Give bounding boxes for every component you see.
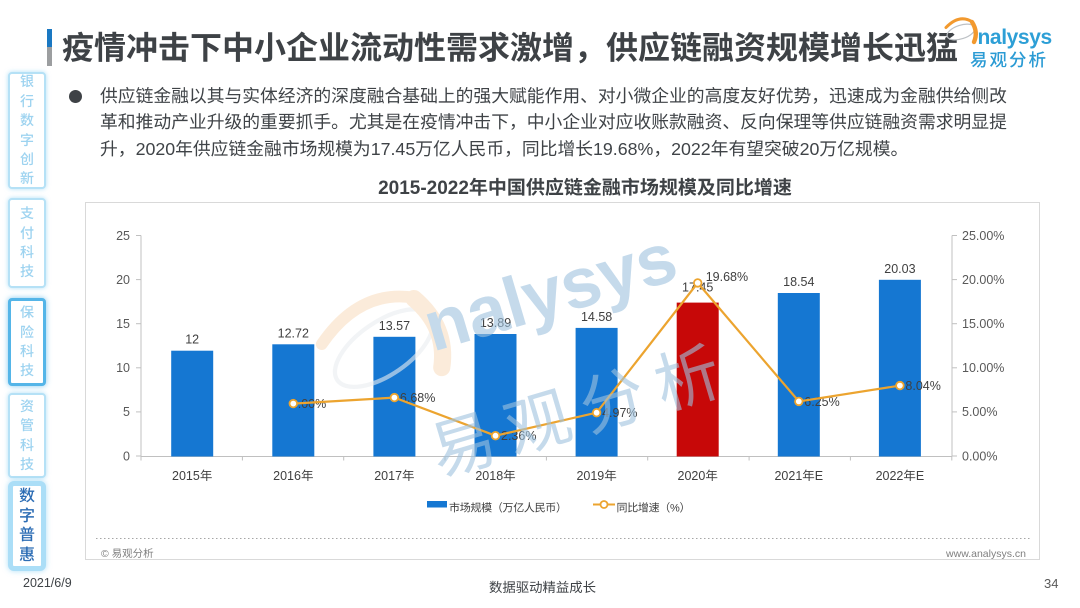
svg-text:4.97%: 4.97%	[602, 406, 637, 420]
svg-text:市场规模（万亿人民币）: 市场规模（万亿人民币）	[449, 502, 567, 515]
svg-text:10.00%: 10.00%	[962, 361, 1004, 375]
svg-text:5: 5	[123, 405, 130, 419]
svg-text:15.00%: 15.00%	[962, 317, 1004, 331]
svg-text:20.03: 20.03	[884, 262, 915, 276]
svg-text:20: 20	[116, 273, 130, 287]
svg-text:同比增速（%）: 同比增速（%）	[617, 502, 691, 515]
svg-text:25.00%: 25.00%	[962, 229, 1004, 243]
svg-text:6.00%: 6.00%	[291, 397, 326, 411]
svg-text:2022年E: 2022年E	[876, 469, 925, 483]
svg-text:14.58: 14.58	[581, 310, 612, 324]
svg-text:19.68%: 19.68%	[706, 270, 748, 284]
svg-text:13.57: 13.57	[379, 319, 410, 333]
svg-text:易观分析: 易观分析	[970, 47, 1048, 70]
svg-text:0.00%: 0.00%	[962, 450, 997, 464]
svg-text:12: 12	[185, 333, 199, 347]
svg-text:8.04%: 8.04%	[905, 379, 940, 393]
svg-text:2020年: 2020年	[678, 469, 718, 483]
svg-text:0: 0	[123, 450, 130, 464]
svg-text:5.00%: 5.00%	[962, 405, 997, 419]
svg-text:25: 25	[116, 229, 130, 243]
svg-text:2017年: 2017年	[374, 469, 414, 483]
svg-text:20.00%: 20.00%	[962, 273, 1004, 287]
svg-text:10: 10	[116, 361, 130, 375]
svg-text:2018年: 2018年	[475, 469, 515, 483]
svg-text:2015年: 2015年	[172, 469, 212, 483]
svg-text:13.89: 13.89	[480, 316, 511, 330]
svg-text:nalysys: nalysys	[978, 26, 1052, 49]
svg-text:2016年: 2016年	[273, 469, 313, 483]
svg-text:www.analysys.cn: www.analysys.cn	[945, 548, 1026, 559]
svg-text:12.72: 12.72	[278, 326, 309, 340]
svg-text:2021年E: 2021年E	[774, 469, 823, 483]
svg-text:2019年: 2019年	[576, 469, 616, 483]
svg-text:18.54: 18.54	[783, 275, 814, 289]
svg-text:15: 15	[116, 317, 130, 331]
svg-text:© 易观分析: © 易观分析	[101, 548, 154, 559]
svg-text:6.68%: 6.68%	[400, 391, 435, 405]
